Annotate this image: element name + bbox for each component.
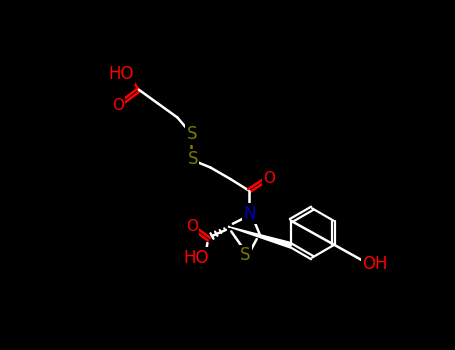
- Text: O: O: [186, 218, 198, 233]
- Text: HO: HO: [184, 248, 209, 267]
- Text: S: S: [187, 150, 198, 168]
- Text: OH: OH: [363, 255, 388, 273]
- Text: O: O: [112, 98, 124, 113]
- Polygon shape: [229, 227, 292, 248]
- Text: HO: HO: [108, 65, 134, 83]
- Text: O: O: [263, 171, 275, 186]
- Text: N: N: [243, 205, 256, 223]
- Text: S: S: [240, 246, 250, 264]
- Text: S: S: [187, 125, 197, 144]
